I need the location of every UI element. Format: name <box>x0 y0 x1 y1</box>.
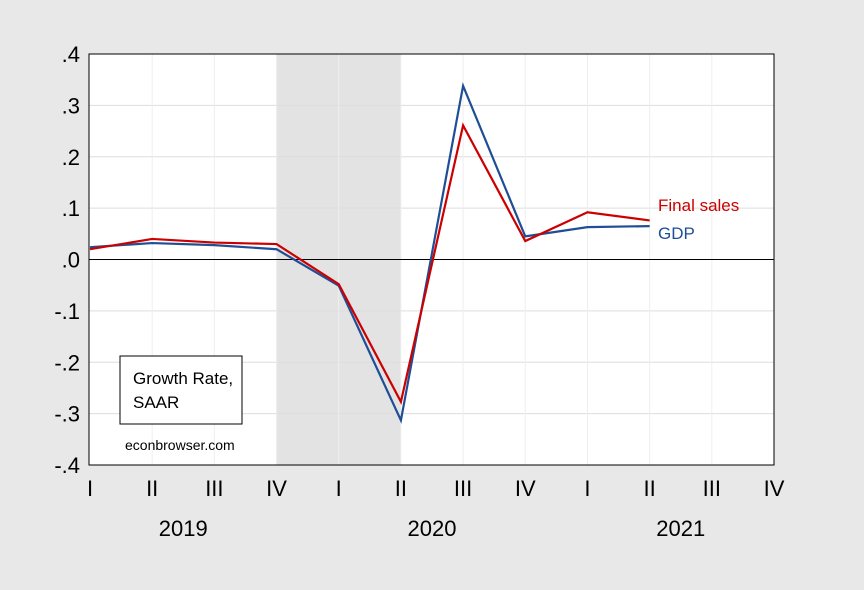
y-tick-label: -.2 <box>54 350 80 375</box>
x-tick-label: I <box>336 476 342 501</box>
series-layer <box>89 81 650 424</box>
y-tick-label: -.3 <box>54 402 80 427</box>
series-line-gdp <box>89 81 650 424</box>
x-tick-label: II <box>644 476 656 501</box>
x-tick-label: IV <box>764 476 785 501</box>
x-tick-label: I <box>87 476 93 501</box>
credit-text: econbrowser.com <box>125 437 235 453</box>
x-tick-label: II <box>395 476 407 501</box>
y-tick-label: .0 <box>62 248 80 273</box>
y-tick-label: -.1 <box>54 299 80 324</box>
x-axis-years: 2019 2020 2021 <box>159 516 705 541</box>
x-tick-label: III <box>703 476 721 501</box>
note-line-1: Growth Rate, <box>133 369 233 388</box>
y-tick-label: .2 <box>62 145 80 170</box>
note-line-2: SAAR <box>133 393 179 412</box>
legend-final-sales: Final sales <box>658 196 739 215</box>
x-tick-label: III <box>205 476 223 501</box>
x-tick-label: IV <box>515 476 536 501</box>
y-tick-label: .1 <box>62 196 80 221</box>
x-tick-label: I <box>584 476 590 501</box>
y-tick-label: .3 <box>62 93 80 118</box>
x-tick-label: II <box>146 476 158 501</box>
x-tick-label: IV <box>266 476 287 501</box>
y-tick-label: -.4 <box>54 453 80 478</box>
series-line-final-sales <box>89 122 650 405</box>
x-axis-ticks: I II III IV I II III IV I II III IV <box>87 476 785 501</box>
year-label: 2020 <box>408 516 457 541</box>
x-tick-label: III <box>454 476 472 501</box>
y-tick-label: .4 <box>62 42 80 67</box>
legend: Final sales GDP <box>658 196 739 243</box>
legend-gdp: GDP <box>658 224 695 243</box>
year-label: 2019 <box>159 516 208 541</box>
y-axis-ticks: .4 .3 .2 .1 .0 -.1 -.2 -.3 -.4 <box>54 42 80 478</box>
plot-frame <box>88 53 775 466</box>
note-box <box>119 355 243 425</box>
year-label: 2021 <box>656 516 705 541</box>
